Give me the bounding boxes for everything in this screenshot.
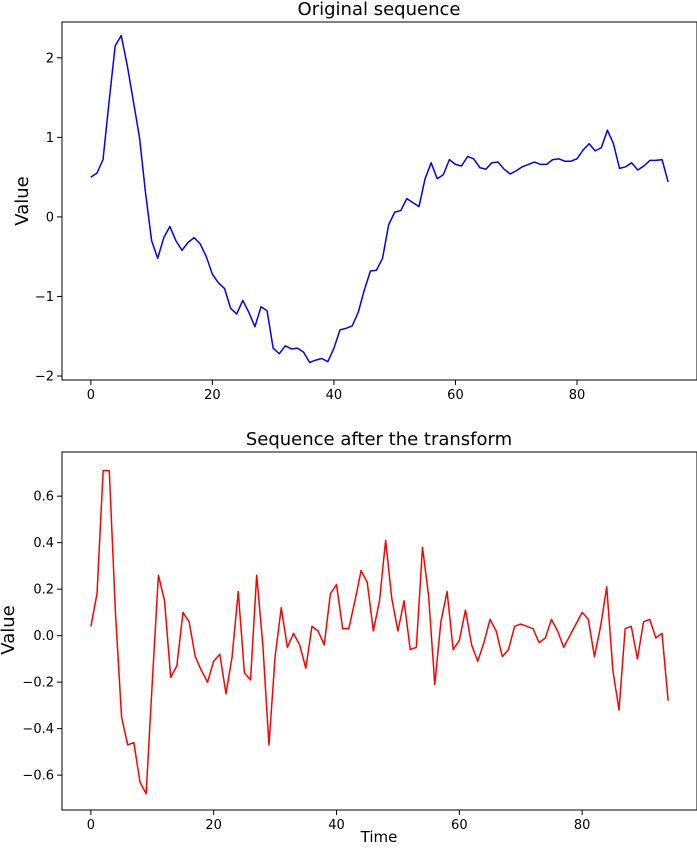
y-tick-label: 2 — [46, 51, 54, 66]
axis-ticks: 0 20 40 60 80 −2 −1 0 1 2 — [35, 51, 585, 403]
plot-frame — [61, 21, 697, 381]
x-tick-label: 0 — [87, 818, 95, 833]
y-axis-label: Value — [12, 176, 33, 225]
series-line — [90, 469, 669, 795]
x-tick-label: 80 — [569, 388, 586, 403]
y-tick-label: −0.6 — [22, 769, 54, 784]
y-tick-label: −2 — [35, 370, 54, 385]
y-tick-label: 0.0 — [33, 629, 54, 644]
y-tick-label: 0 — [46, 210, 54, 225]
chart-original-sequence: Original sequence Value 0 20 40 60 80 −2 −1 0 1 2 — [12, 0, 697, 403]
y-tick-label: −0.4 — [22, 722, 54, 737]
series-lines — [90, 34, 669, 364]
y-tick-label: −1 — [35, 290, 54, 305]
chart-sequence-after-transform: Sequence after the transform Value Time … — [0, 429, 697, 846]
x-tick-label: 40 — [326, 388, 343, 403]
x-tick-label: 40 — [328, 818, 345, 833]
x-axis-label: Time — [360, 828, 398, 844]
y-tick-label: −0.2 — [22, 676, 54, 691]
chart-title: Sequence after the transform — [246, 429, 512, 450]
axis-ticks: 0 20 40 60 80 −0.6 −0.4 −0.2 0.0 0.2 0.4 0.6 — [22, 490, 590, 833]
y-axis-label: Value — [0, 605, 19, 654]
y-tick-label: 0.6 — [33, 490, 54, 505]
x-tick-label: 80 — [574, 818, 591, 833]
x-tick-label: 60 — [447, 388, 464, 403]
x-tick-label: 60 — [451, 818, 468, 833]
x-tick-label: 0 — [87, 388, 95, 403]
x-tick-label: 20 — [205, 818, 222, 833]
series-lines — [90, 469, 669, 795]
series-line — [90, 34, 669, 364]
chart-title: Original sequence — [298, 0, 461, 20]
y-tick-label: 1 — [46, 131, 54, 146]
y-tick-label: 0.4 — [33, 536, 54, 551]
x-tick-label: 20 — [204, 388, 221, 403]
plot-frame — [61, 451, 697, 811]
y-tick-label: 0.2 — [33, 583, 54, 598]
